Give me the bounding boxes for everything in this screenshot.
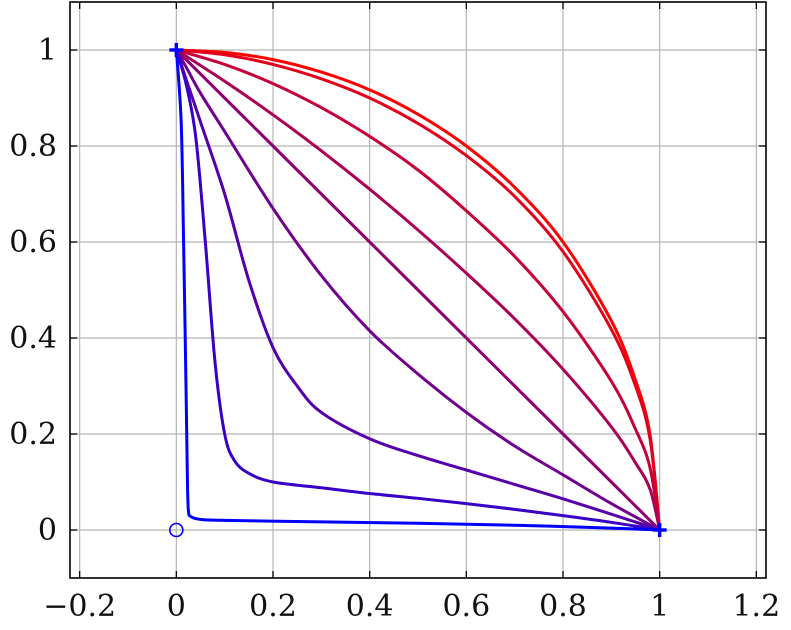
series-line-1 (174, 48, 662, 532)
series-line-8 (174, 48, 662, 532)
axis-frame (69, 1, 767, 579)
x-tick-label: 0.2 (249, 589, 297, 624)
plus-marker (169, 43, 184, 57)
y-tick-label: 0.4 (9, 321, 57, 356)
markers (169, 43, 667, 538)
x-tick-label: 1.2 (732, 589, 780, 624)
x-tick-label: 0.6 (442, 589, 490, 624)
axis-ticks (70, 2, 766, 578)
series-line-9 (174, 48, 662, 532)
y-tick-label: 1 (38, 33, 57, 68)
x-tick-label: 0.4 (346, 589, 394, 624)
series-line-2 (174, 48, 662, 532)
series-line-6 (174, 48, 662, 532)
circle-marker (169, 522, 184, 538)
y-tick-label: 0.2 (9, 417, 57, 452)
x-tick-label: −0.2 (43, 589, 116, 624)
series-line-3 (174, 48, 662, 532)
x-tick-labels: −0.2 0 0.2 0.4 0.6 0.8 1 1.2 (43, 589, 780, 624)
series-line-7 (174, 48, 662, 532)
series-line-4 (174, 48, 662, 532)
y-tick-label: 0.6 (9, 225, 57, 260)
y-tick-label: 0.8 (9, 129, 57, 164)
y-tick-label: 0 (38, 513, 57, 548)
x-tick-label: 0 (167, 589, 186, 624)
series-line-5 (174, 48, 662, 532)
y-tick-labels: 0 0.2 0.4 0.6 0.8 1 (9, 33, 57, 548)
x-tick-label: 0.8 (539, 589, 587, 624)
plot-area (174, 48, 662, 532)
x-tick-label: 1 (650, 589, 669, 624)
plus-marker (652, 523, 667, 537)
